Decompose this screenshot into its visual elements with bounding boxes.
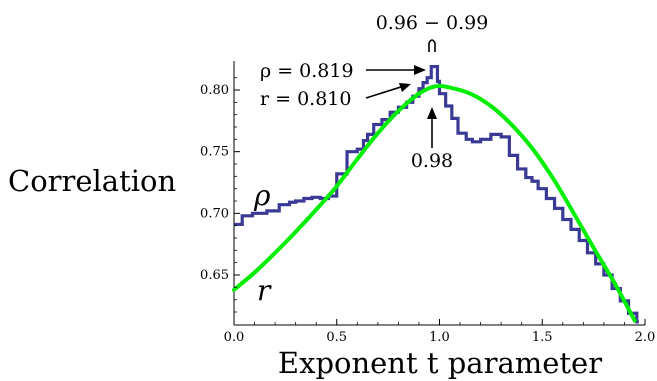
x-axis-title: Exponent t parameter <box>278 346 602 380</box>
annotation-arrows <box>365 39 436 148</box>
series-label-r: r <box>257 274 272 307</box>
range-bracket <box>428 39 436 52</box>
x-tick-label: 0.5 <box>326 330 347 345</box>
annotation-r-peak: r = 0.810 <box>260 88 351 110</box>
series-label-rho: ρ <box>253 179 271 212</box>
arrow-r-peak <box>365 85 405 99</box>
annotation-range: 0.96 − 0.99 <box>376 12 489 34</box>
arrow-head-argmax <box>427 107 437 119</box>
x-tick-label: 1.5 <box>532 330 553 345</box>
y-tick-label: 0.75 <box>200 145 229 160</box>
arrow-head-r <box>399 83 411 92</box>
x-tick-label: 0.0 <box>224 330 245 345</box>
x-tick-label: 1.0 <box>429 330 450 345</box>
ticks: 0.0 0.5 1.0 1.5 2.0 0.65 0.70 0.75 0.80 <box>200 77 656 345</box>
annotation-r-argmax: 0.98 <box>411 150 453 172</box>
y-tick-label: 0.80 <box>200 83 229 98</box>
series-rho-line <box>234 64 639 324</box>
x-tick-label: 2.0 <box>635 330 656 345</box>
series-r-line <box>232 83 637 323</box>
arrow-head-rho <box>414 65 426 75</box>
arrow-heads <box>399 65 437 119</box>
y-axis-title: Correlation <box>8 164 176 198</box>
curves <box>232 64 639 324</box>
y-tick-label: 0.70 <box>200 206 229 221</box>
y-tick-label: 0.65 <box>200 268 229 283</box>
annotation-rho-peak: ρ = 0.819 <box>260 60 354 82</box>
